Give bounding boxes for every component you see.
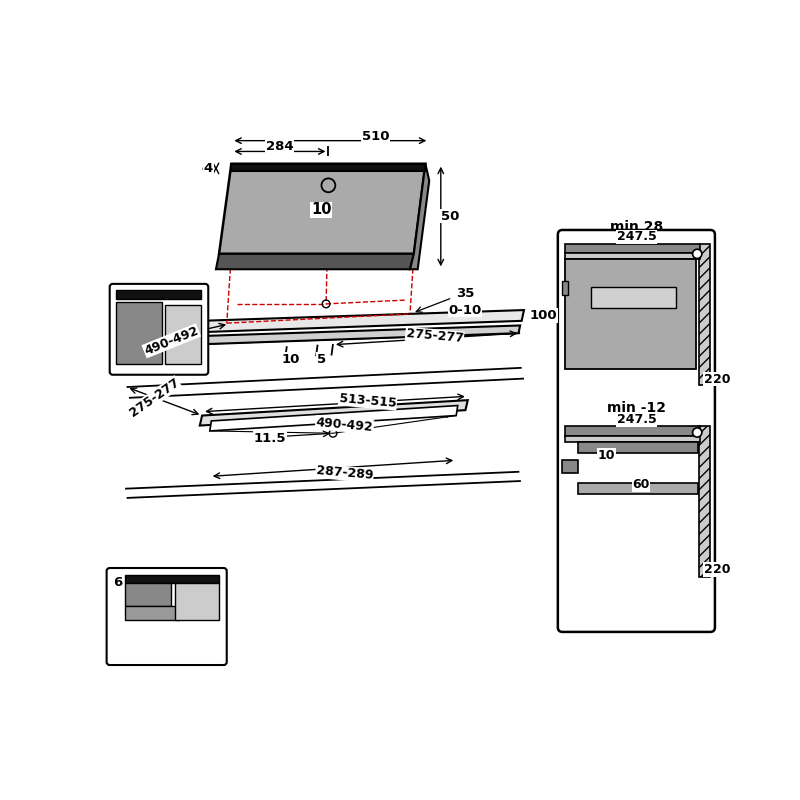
Text: 10: 10	[598, 449, 615, 462]
Text: 247.5: 247.5	[617, 413, 656, 426]
Polygon shape	[125, 575, 219, 583]
Text: 284: 284	[266, 139, 294, 153]
Polygon shape	[216, 254, 414, 270]
Text: 287-289: 287-289	[315, 464, 374, 482]
Text: 20: 20	[704, 373, 722, 386]
Polygon shape	[562, 281, 568, 294]
Text: min 28: min 28	[610, 220, 663, 234]
Polygon shape	[129, 310, 524, 334]
Polygon shape	[578, 483, 698, 494]
Text: 10: 10	[311, 202, 332, 218]
FancyBboxPatch shape	[558, 230, 715, 632]
Text: 20: 20	[704, 563, 722, 576]
Text: 0-10: 0-10	[449, 303, 482, 317]
Text: 6: 6	[113, 576, 122, 589]
Text: 10: 10	[282, 353, 300, 366]
Circle shape	[693, 428, 702, 437]
Text: 510: 510	[362, 130, 389, 142]
Polygon shape	[410, 164, 430, 270]
Polygon shape	[125, 606, 179, 619]
Text: 20: 20	[714, 373, 731, 386]
Polygon shape	[200, 400, 468, 426]
Text: 513-515: 513-515	[338, 392, 397, 410]
Text: 11.5: 11.5	[254, 432, 286, 445]
Polygon shape	[210, 406, 458, 431]
Polygon shape	[578, 442, 698, 453]
Polygon shape	[591, 287, 676, 308]
Text: 490-492: 490-492	[315, 416, 374, 434]
Polygon shape	[165, 306, 201, 364]
Polygon shape	[565, 253, 699, 259]
Text: 490-492: 490-492	[142, 324, 200, 358]
Text: 50: 50	[441, 210, 459, 222]
Polygon shape	[565, 244, 699, 253]
Polygon shape	[565, 426, 699, 435]
Text: 100: 100	[530, 309, 557, 322]
Text: 35: 35	[456, 287, 474, 300]
Text: 275-277: 275-277	[127, 376, 182, 420]
Text: 247.5: 247.5	[617, 230, 656, 243]
Polygon shape	[175, 583, 219, 619]
Text: 275-277: 275-277	[406, 327, 464, 346]
Text: min -12: min -12	[607, 401, 666, 415]
Text: 5: 5	[317, 353, 326, 366]
Polygon shape	[116, 290, 201, 299]
Polygon shape	[698, 426, 710, 578]
Circle shape	[693, 250, 702, 258]
Text: 4: 4	[202, 162, 210, 175]
Polygon shape	[565, 259, 697, 370]
Polygon shape	[562, 460, 578, 474]
Polygon shape	[123, 326, 520, 347]
Text: 4: 4	[204, 162, 213, 175]
Polygon shape	[698, 244, 710, 385]
Text: 20: 20	[714, 563, 731, 576]
Text: 60: 60	[632, 478, 650, 491]
FancyBboxPatch shape	[110, 284, 208, 374]
Polygon shape	[219, 164, 426, 254]
Polygon shape	[231, 164, 426, 171]
Polygon shape	[125, 583, 171, 606]
FancyBboxPatch shape	[106, 568, 226, 665]
Polygon shape	[116, 302, 162, 364]
Polygon shape	[565, 435, 699, 442]
